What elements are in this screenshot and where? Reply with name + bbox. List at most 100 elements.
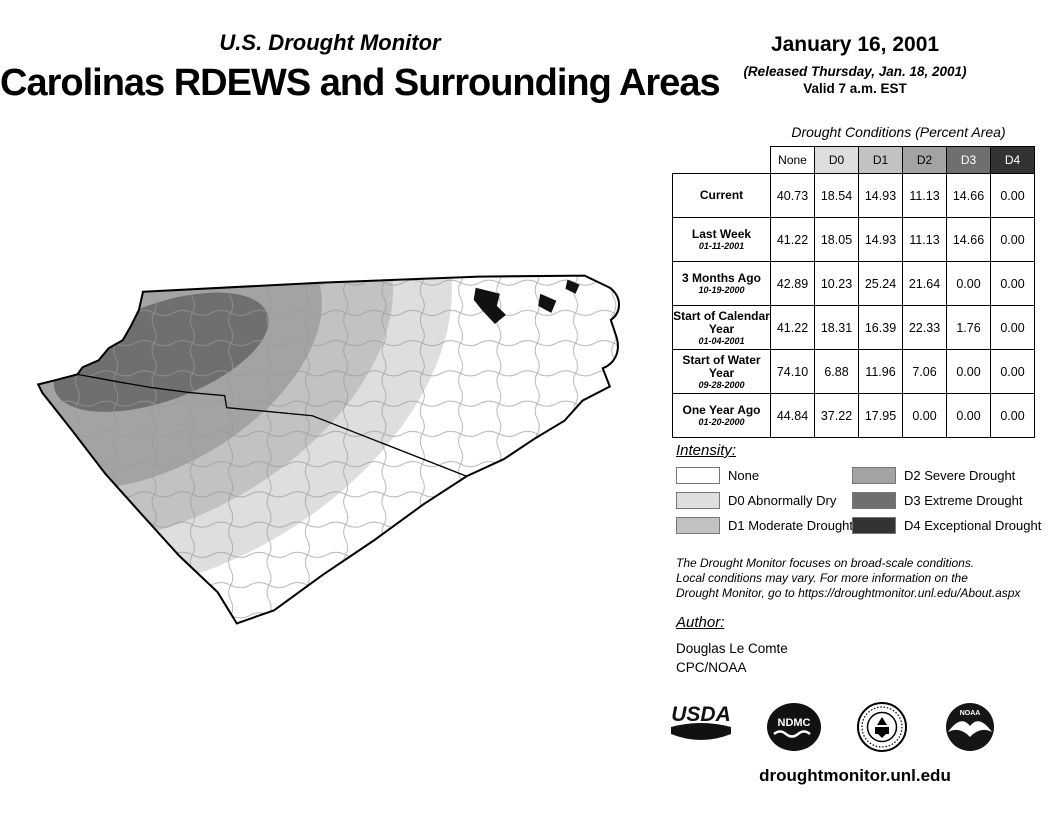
table-header-row: None D0 D1 D2 D3 D4 <box>673 146 1035 174</box>
disclaimer: The Drought Monitor focuses on broad-sca… <box>676 556 1046 601</box>
ndmc-wave <box>773 730 811 738</box>
usda-logo-text: USDA <box>671 703 731 726</box>
legend-label: D0 Abnormally Dry <box>728 493 837 508</box>
seal-emblem <box>875 717 889 738</box>
table-cell: 0.00 <box>902 393 947 438</box>
legend-swatch-d4 <box>852 517 896 534</box>
column-header-d0: D0 <box>814 146 859 174</box>
column-header-d2: D2 <box>902 146 947 174</box>
column-header-d3: D3 <box>946 146 991 174</box>
table-cell: 41.22 <box>770 305 815 350</box>
column-header-none: None <box>770 146 815 174</box>
row-sublabel: 01-11-2001 <box>698 241 745 251</box>
row-header: 3 Months Ago 10-19-2000 <box>672 261 771 306</box>
table-cell: 22.33 <box>902 305 947 350</box>
table-row: One Year Ago 01-20-2000 44.84 37.22 17.9… <box>672 393 1035 438</box>
legend-item-d3: D3 Extreme Drought <box>852 492 1041 509</box>
seal-lettering-ring <box>861 706 903 748</box>
table-cell: 25.24 <box>858 261 903 306</box>
legend-item-d0: D0 Abnormally Dry <box>676 492 853 509</box>
ndmc-logo-text: NDMC <box>778 717 811 729</box>
valid-line: Valid 7 a.m. EST <box>803 81 907 96</box>
table-cell: 11.13 <box>902 173 947 218</box>
row-header: Last Week 01-11-2001 <box>672 217 771 262</box>
table-cell: 1.76 <box>946 305 991 350</box>
state-outline <box>36 274 620 625</box>
water-body <box>565 279 580 294</box>
usda-swoosh <box>671 723 731 740</box>
table-cell: 14.66 <box>946 173 991 218</box>
table-corner-cell <box>673 147 771 174</box>
map-title: Carolinas RDEWS and Surrounding Areas <box>0 62 721 104</box>
table-cell: 0.00 <box>946 261 991 306</box>
table-cell: 0.00 <box>990 173 1035 218</box>
ndmc-logo: NDMC <box>767 703 821 751</box>
table-cell: 14.93 <box>858 217 903 262</box>
table-cell: 14.66 <box>946 217 991 262</box>
row-label: Start of Water Year <box>682 352 761 380</box>
row-header: Start of Calendar Year 01-04-2001 <box>672 305 771 350</box>
program-title: U.S. Drought Monitor <box>219 30 441 55</box>
row-header: Current <box>672 173 771 218</box>
table-cell: 42.89 <box>770 261 815 306</box>
table-cell: 11.13 <box>902 217 947 262</box>
released-line: (Released Thursday, Jan. 18, 2001) <box>743 64 967 79</box>
table-cell: 7.06 <box>902 349 947 394</box>
table-cell: 0.00 <box>990 305 1035 350</box>
table-cell: 11.96 <box>858 349 903 394</box>
table-row: Start of Calendar Year 01-04-2001 41.22 … <box>672 305 1035 350</box>
row-label: Last Week <box>691 227 752 241</box>
row-label: Start of Calendar Year <box>673 308 770 336</box>
row-label: Current <box>699 188 744 202</box>
author-org: CPC/NOAA <box>676 660 747 675</box>
noaa-logo: NOAA <box>946 703 994 751</box>
legend-label: None <box>728 468 760 483</box>
row-sublabel: 10-19-2000 <box>698 285 745 295</box>
table-cell: 0.00 <box>990 261 1035 306</box>
column-header-d4: D4 <box>990 146 1035 174</box>
table-cell: 40.73 <box>770 173 815 218</box>
table-cell: 0.00 <box>946 393 991 438</box>
noaa-logo-text: NOAA <box>960 710 981 717</box>
legend-label: D3 Extreme Drought <box>904 493 1023 508</box>
row-sublabel: 01-04-2001 <box>698 335 745 346</box>
legend-label: D2 Severe Drought <box>904 468 1016 483</box>
ndmc-circle <box>767 703 821 751</box>
table-cell: 16.39 <box>858 305 903 350</box>
table-row: 3 Months Ago 10-19-2000 42.89 10.23 25.2… <box>672 261 1035 306</box>
row-header: One Year Ago 01-20-2000 <box>672 393 771 438</box>
table-cell: 0.00 <box>990 393 1035 438</box>
table-cell: 21.64 <box>902 261 947 306</box>
carolinas-map <box>36 274 620 625</box>
author-heading: Author: <box>676 614 725 631</box>
table-cell: 14.93 <box>858 173 903 218</box>
date-line: January 16, 2001 <box>770 33 940 56</box>
legend-swatch-d0 <box>676 492 720 509</box>
row-label: 3 Months Ago <box>682 271 761 285</box>
disclaimer-line: Drought Monitor, go to https://droughtmo… <box>676 586 1021 600</box>
table-row: Start of Water Year 09-28-2000 74.10 6.8… <box>672 349 1035 394</box>
legend-heading: Intensity: <box>676 442 737 459</box>
water-body <box>473 287 506 324</box>
seal-inner-ring <box>866 711 898 743</box>
nc-sc-border <box>77 373 467 477</box>
legend-label: D1 Moderate Drought <box>728 518 854 533</box>
legend-swatch-d2 <box>852 467 896 484</box>
disclaimer-line: The Drought Monitor focuses on broad-sca… <box>676 556 975 570</box>
row-sublabel: 09-28-2000 <box>698 379 745 390</box>
legend-item-d2: D2 Severe Drought <box>852 467 1041 484</box>
commerce-seal-logo <box>857 702 907 752</box>
author-name: Douglas Le Comte <box>676 641 788 656</box>
disclaimer-line: Local conditions may vary. For more info… <box>676 571 968 585</box>
table-cell: 6.88 <box>814 349 859 394</box>
table-cell: 44.84 <box>770 393 815 438</box>
footer-url: droughtmonitor.unl.edu <box>759 766 951 785</box>
intensity-legend: Intensity: None D0 Abnormally Dry D1 Mod… <box>676 442 1041 547</box>
table-cell: 74.10 <box>770 349 815 394</box>
legend-swatch-d3 <box>852 492 896 509</box>
usda-logo: USDA <box>671 703 731 740</box>
legend-item-d4: D4 Exceptional Drought <box>852 517 1041 534</box>
legend-swatch-d1 <box>676 517 720 534</box>
county-boundaries <box>38 275 619 624</box>
